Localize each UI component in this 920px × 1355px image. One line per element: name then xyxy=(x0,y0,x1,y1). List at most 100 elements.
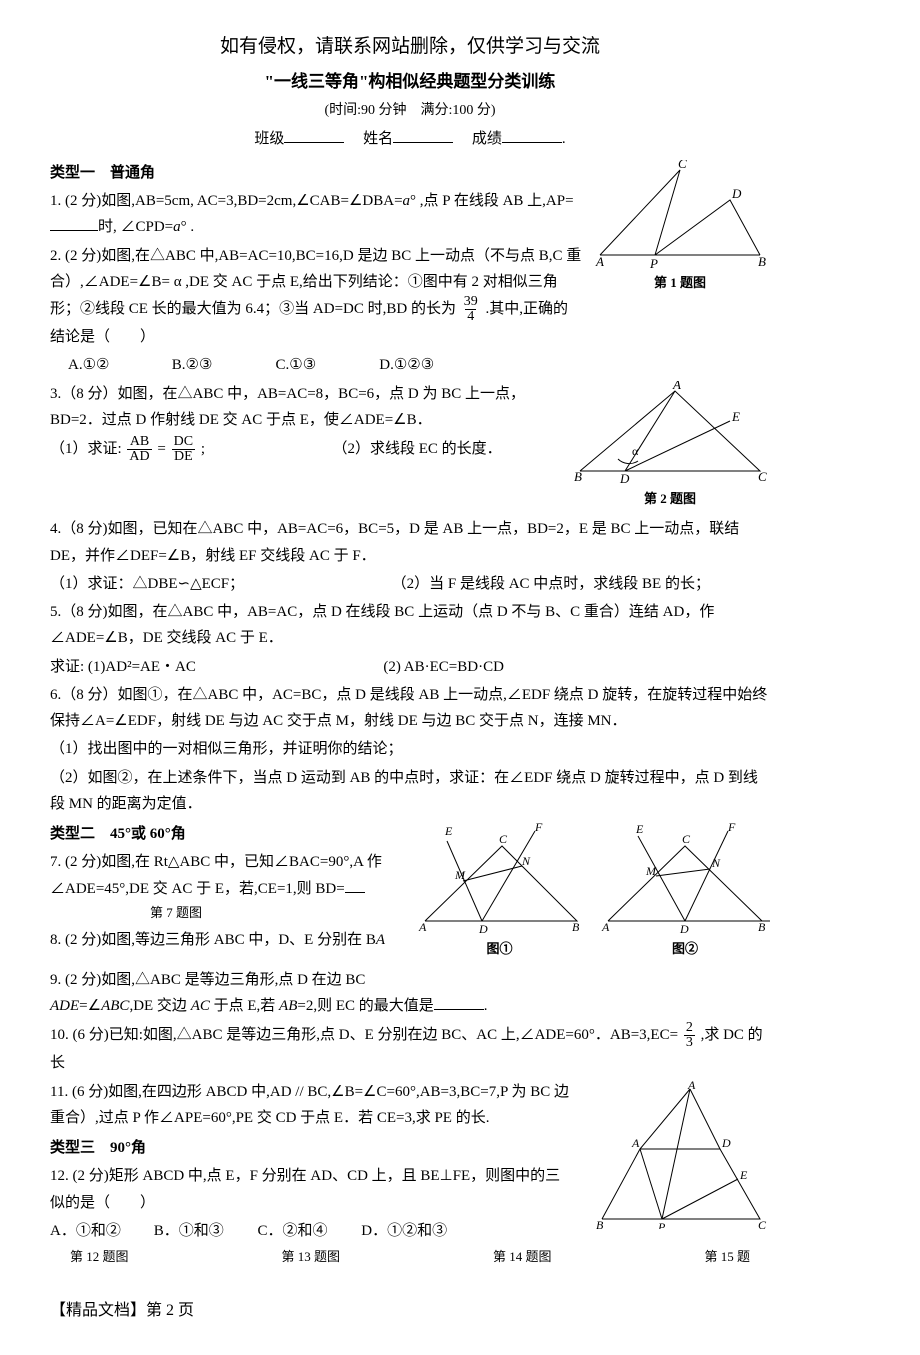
svg-text:E: E xyxy=(635,822,644,836)
score-label: 成绩 xyxy=(472,131,502,147)
q5-sub2: (2) AB·EC=BD·CD xyxy=(383,659,504,675)
svg-text:α: α xyxy=(632,444,639,458)
q9-ADE-prefix: ADE xyxy=(50,998,79,1014)
svg-text:C: C xyxy=(499,832,508,846)
svg-text:P: P xyxy=(657,1220,666,1229)
svg-text:C: C xyxy=(678,160,687,171)
svg-text:A: A xyxy=(672,381,681,392)
q1-var-a1: a xyxy=(403,193,411,209)
q9-text-a: 9. (2 分)如图,△ABC 是等边三角形,点 D 在边 BC xyxy=(50,972,365,988)
title: "一线三等角"构相似经典题型分类训练 xyxy=(50,67,770,97)
question-5-subs: 求证: (1)AD²=AE・AC (2) AB·EC=BD·CD xyxy=(50,654,770,680)
q1-blank xyxy=(50,215,98,231)
svg-text:N: N xyxy=(711,856,721,870)
figure-2-caption: 第 2 题图 xyxy=(570,488,770,511)
svg-text:E: E xyxy=(444,824,453,838)
score-blank xyxy=(502,127,562,143)
q3-frac1-num: AB xyxy=(128,435,151,449)
q2-frac-den: 4 xyxy=(465,309,476,324)
bottom-figure-labels: 第 12 题图 第 13 题图 第 14 题图 第 15 题 xyxy=(50,1246,770,1269)
figlabel-15: 第 15 题 xyxy=(704,1246,750,1269)
svg-text:D: D xyxy=(679,922,689,936)
question-10: 10. (6 分)已知:如图,△ABC 是等边三角形,点 D、E 分别在边 BC… xyxy=(50,1021,770,1076)
question-6-sub2: （2）如图②，在上述条件下，当点 D 运动到 AB 的中点时，求证：在∠EDF … xyxy=(50,765,770,818)
svg-text:C: C xyxy=(758,469,767,484)
svg-text:C: C xyxy=(682,832,691,846)
q10-text-a: 10. (6 分)已知:如图,△ABC 是等边三角形,点 D、E 分别在边 BC… xyxy=(50,1027,678,1043)
svg-text:D: D xyxy=(721,1136,731,1150)
figlabel-14: 第 14 题图 xyxy=(493,1246,552,1269)
q3-frac1-den: AD xyxy=(127,449,151,464)
header-note: 如有侵权，请联系网站删除，仅供学习与交流 xyxy=(50,30,770,63)
figure-1-caption: 第 1 题图 xyxy=(590,272,770,295)
q1-text-c: 时, ∠CPD= xyxy=(98,219,173,235)
svg-text:B: B xyxy=(574,469,582,484)
q12-opt-c: C．②和④ xyxy=(258,1218,358,1244)
q3-sub2: （2）求线段 EC 的长度． xyxy=(333,441,502,457)
svg-text:C: C xyxy=(758,1218,767,1229)
q5-sub1: 求证: (1)AD²=AE・AC xyxy=(50,659,196,675)
q3-text-a: 3.（8 分）如图，在△ABC 中，AB=AC=8，BC=6，点 D 为 BC … xyxy=(50,386,525,428)
svg-text:F: F xyxy=(727,821,736,834)
page-footer: 【精品文档】第 2 页 xyxy=(50,1297,770,1325)
q1-var-a2: a xyxy=(173,219,181,235)
q4-sub2: （2）当 F 是线段 AC 中点时，求线段 BE 的长； xyxy=(392,576,710,592)
svg-text:A: A xyxy=(631,1136,640,1150)
q4-sub1: （1）求证：△DBE∽△ECF； xyxy=(50,576,244,592)
svg-text:M: M xyxy=(645,864,657,878)
question-6-sub1: （1）找出图中的一对相似三角形，并证明你的结论； xyxy=(50,736,770,762)
q3-frac2-num: DC xyxy=(172,435,195,449)
class-label: 班级 xyxy=(254,131,284,147)
question-5: 5.（8 分)如图，在△ABC 中，AB=AC，点 D 在线段 BC 上运动（点… xyxy=(50,599,770,652)
svg-text:N: N xyxy=(521,854,531,868)
q12-opt-b: B．①和③ xyxy=(154,1218,254,1244)
form-line: 班级 姓名 成绩. xyxy=(50,126,770,152)
figure-6b: E F C M N A B D 图② xyxy=(600,821,770,961)
name-blank xyxy=(393,127,453,143)
q10-frac-den: 3 xyxy=(684,1035,695,1050)
q3-frac2-den: DE xyxy=(172,449,195,464)
figure-6a: E F C M N A B D 图① xyxy=(417,821,582,961)
q2-opt-a: A.①② xyxy=(68,352,168,378)
q1-text-b: ,点 P 在线段 AB 上,AP= xyxy=(416,193,574,209)
svg-text:D: D xyxy=(731,186,742,201)
q3-sub1-b: ; xyxy=(201,441,205,457)
svg-text:F: F xyxy=(534,821,543,834)
q8-A: A xyxy=(376,932,385,948)
q1-text-d: . xyxy=(187,219,195,235)
q12-opt-a: A．①和② xyxy=(50,1218,150,1244)
q6-text-a: 6.（8 分）如图①，在△ABC 中，AC=BC，点 D 是线段 AB 上一动点… xyxy=(50,687,767,729)
q12-opt-d: D．①②和③ xyxy=(361,1218,461,1244)
q5-text-a: 5.（8 分)如图，在△ABC 中，AB=AC，点 D 在线段 BC 上运动（点… xyxy=(50,604,714,646)
q2-opt-c: C.①③ xyxy=(276,352,376,378)
question-2-options: A.①② B.②③ C.①③ D.①②③ xyxy=(50,352,770,378)
q9-text-c: . xyxy=(484,998,488,1014)
class-blank xyxy=(284,127,344,143)
q3-eq: = xyxy=(157,441,169,457)
figure-11: A A D E B C P xyxy=(590,1079,770,1229)
svg-text:E: E xyxy=(739,1168,748,1182)
q1-text-a: 1. (2 分)如图,AB=5cm, AC=3,BD=2cm,∠CAB=∠DBA… xyxy=(50,193,403,209)
figure-6b-caption: 图② xyxy=(600,938,770,961)
figure-2: A B C D E α 第 2 题图 xyxy=(570,381,770,511)
q3-sub1-a: （1）求证: xyxy=(50,441,122,457)
q2-opt-b: B.②③ xyxy=(172,352,272,378)
question-9: 9. (2 分)如图,△ABC 是等边三角形,点 D 在边 BC ADE=∠AB… xyxy=(50,967,770,1020)
svg-text:A: A xyxy=(601,920,610,934)
svg-text:B: B xyxy=(758,254,766,269)
svg-text:B: B xyxy=(572,920,580,934)
svg-text:E: E xyxy=(731,409,740,424)
figure-1: A B C D P 第 1 题图 xyxy=(590,160,770,295)
q10-frac: 23 xyxy=(684,1021,695,1050)
q9-blank xyxy=(434,994,484,1010)
svg-text:B: B xyxy=(758,920,766,934)
q4-text-a: 4.（8 分)如图，已知在△ABC 中，AB=AC=6，BC=5，D 是 AB … xyxy=(50,521,739,563)
q3-frac1: ABAD xyxy=(127,435,151,464)
q2-frac-num: 39 xyxy=(462,295,480,309)
figlabel-12: 第 12 题图 xyxy=(70,1246,129,1269)
question-6: 6.（8 分）如图①，在△ABC 中，AC=BC，点 D 是线段 AB 上一动点… xyxy=(50,682,770,735)
svg-text:M: M xyxy=(454,868,466,882)
question-4-subs: （1）求证：△DBE∽△ECF； （2）当 F 是线段 AC 中点时，求线段 B… xyxy=(50,571,770,597)
svg-text:D: D xyxy=(478,922,488,936)
q3-frac2: DCDE xyxy=(172,435,195,464)
